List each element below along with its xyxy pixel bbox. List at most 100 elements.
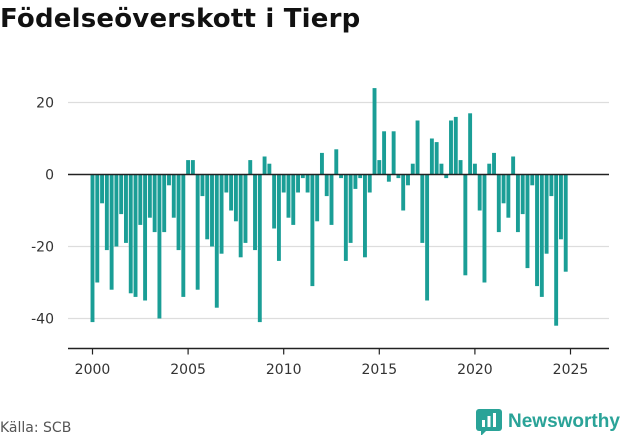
bar bbox=[162, 174, 167, 233]
bar bbox=[147, 174, 152, 218]
bar bbox=[515, 174, 520, 233]
bar bbox=[319, 152, 324, 175]
chart-title: Födelseöverskott i Tierp bbox=[0, 4, 361, 34]
bar bbox=[544, 174, 549, 254]
bar bbox=[477, 174, 482, 211]
bar bbox=[152, 174, 157, 233]
bar bbox=[511, 156, 516, 175]
bar bbox=[128, 174, 133, 294]
bar bbox=[367, 174, 372, 193]
bar bbox=[181, 174, 186, 297]
bar bbox=[353, 174, 358, 189]
bar bbox=[558, 174, 563, 240]
bar bbox=[406, 174, 410, 186]
bar bbox=[444, 174, 449, 179]
bar bbox=[429, 138, 434, 175]
bar bbox=[109, 174, 114, 290]
x-axis-tick-labels: 2000 2005 2010 2015 2020 2025 bbox=[75, 362, 589, 378]
bar bbox=[124, 174, 128, 243]
bar bbox=[114, 174, 119, 247]
bar bbox=[276, 174, 281, 261]
bar bbox=[100, 174, 105, 204]
x-tick-label: 2015 bbox=[361, 362, 397, 378]
bar bbox=[90, 174, 95, 323]
bar bbox=[267, 163, 272, 175]
bar bbox=[219, 174, 224, 254]
bar bbox=[186, 160, 191, 175]
bar bbox=[262, 156, 267, 175]
x-tick-label: 2000 bbox=[75, 362, 111, 378]
y-tick-label: -20 bbox=[31, 240, 54, 256]
bar bbox=[305, 174, 310, 193]
bar bbox=[363, 174, 367, 258]
bar bbox=[501, 174, 506, 204]
bar bbox=[205, 174, 210, 240]
bar bbox=[391, 131, 396, 175]
bar bbox=[401, 174, 406, 211]
bar bbox=[539, 174, 544, 297]
bar bbox=[95, 174, 100, 283]
bar bbox=[410, 163, 415, 175]
bar bbox=[281, 174, 286, 193]
bar bbox=[482, 174, 487, 283]
bar bbox=[243, 174, 248, 243]
y-tick-label: 0 bbox=[45, 168, 54, 184]
bar bbox=[554, 174, 559, 326]
bar bbox=[171, 174, 176, 218]
bar bbox=[210, 174, 214, 247]
x-tick-label: 2005 bbox=[170, 362, 206, 378]
bar bbox=[224, 174, 229, 193]
bar bbox=[133, 174, 138, 297]
bar bbox=[487, 163, 492, 175]
y-axis-tick-labels: 20 0 -20 -40 bbox=[31, 96, 54, 328]
x-tick-label: 2020 bbox=[457, 362, 493, 378]
bar bbox=[195, 174, 200, 290]
bar bbox=[377, 160, 382, 175]
bar bbox=[272, 174, 277, 229]
source-note: Källa: SCB bbox=[0, 420, 72, 436]
bar bbox=[396, 174, 401, 179]
bar bbox=[253, 174, 257, 251]
bar bbox=[339, 174, 344, 179]
bar bbox=[343, 174, 348, 261]
bar bbox=[506, 174, 511, 218]
bar bbox=[449, 120, 453, 175]
bar bbox=[143, 174, 148, 301]
bar bbox=[315, 174, 320, 222]
bar bbox=[214, 174, 219, 308]
bar bbox=[372, 88, 377, 175]
brand-logo[interactable]: Newsworthy bbox=[476, 407, 620, 437]
bar bbox=[382, 131, 387, 175]
bar bbox=[386, 174, 391, 182]
bar bbox=[358, 174, 363, 179]
bar bbox=[167, 174, 171, 186]
bar bbox=[415, 120, 420, 175]
bar bbox=[348, 174, 353, 243]
bar bbox=[200, 174, 205, 197]
bar bbox=[324, 174, 329, 197]
bar bbox=[157, 174, 162, 319]
bar bbox=[176, 174, 181, 251]
bar bbox=[463, 174, 468, 276]
bar bbox=[286, 174, 291, 218]
bar bbox=[420, 174, 425, 243]
newsworthy-logo-icon bbox=[476, 409, 502, 435]
x-tick-label: 2025 bbox=[553, 362, 589, 378]
bar bbox=[458, 160, 463, 175]
bar bbox=[329, 174, 334, 225]
y-tick-label: 20 bbox=[36, 96, 54, 112]
y-tick-label: -40 bbox=[31, 312, 54, 328]
axes bbox=[68, 173, 609, 355]
bar bbox=[104, 174, 109, 251]
bar bbox=[138, 174, 143, 225]
bar bbox=[530, 174, 535, 186]
bar bbox=[334, 149, 339, 175]
bar bbox=[520, 174, 525, 215]
bar bbox=[439, 163, 444, 175]
bar bbox=[229, 174, 234, 211]
bar bbox=[291, 174, 296, 225]
bar bbox=[472, 163, 477, 175]
bar bbox=[190, 160, 195, 175]
bar bbox=[434, 142, 439, 175]
